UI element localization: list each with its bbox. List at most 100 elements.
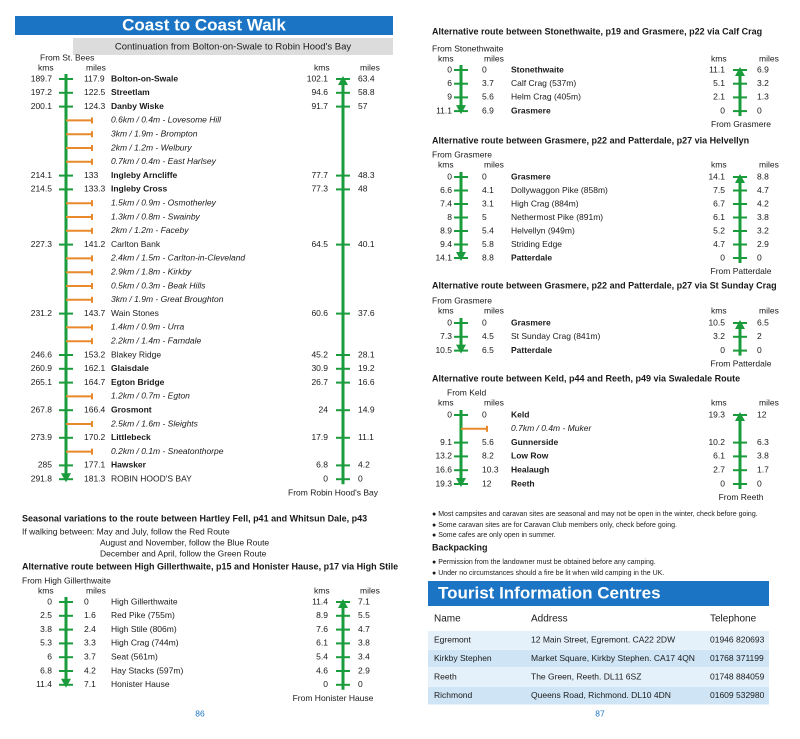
kms: 8.9: [440, 225, 452, 235]
col-head: miles: [360, 62, 380, 72]
place: Ingleby Cross: [111, 184, 167, 194]
detour: 1.3km / 0.8m - Swainby: [111, 211, 201, 221]
col-head: kms: [38, 62, 54, 72]
note-text: Permission from the landowner must be ob…: [438, 559, 656, 566]
miles-rev: 6.3: [757, 437, 769, 447]
miles-rev: 3.8: [757, 212, 769, 222]
miles-rev: 12: [757, 409, 767, 419]
col-head: kms: [314, 62, 330, 72]
kms: 214.5: [31, 184, 53, 194]
miles-rev: 3.2: [757, 78, 769, 88]
miles-rev: 6.5: [757, 317, 769, 327]
kms-rev: 17.9: [311, 432, 328, 442]
kms-rev: 19.3: [708, 409, 725, 419]
place: Honister Hause: [111, 679, 170, 689]
miles: 7.1: [84, 679, 96, 689]
kms-rev: 10.5: [708, 317, 725, 327]
col-head: miles: [759, 159, 779, 169]
route-title: Alternative route between Keld, p44 and …: [432, 373, 740, 383]
miles-rev: 0: [358, 473, 363, 483]
subtitle: Continuation from Bolton-on-Swale to Rob…: [115, 42, 352, 53]
col-head: kms: [314, 585, 330, 595]
miles: 4.5: [482, 331, 494, 341]
col-head: kms: [711, 305, 727, 315]
kms: 227.3: [31, 239, 53, 249]
detour: 2.2km / 1.4m - Farndale: [110, 335, 202, 345]
note-text: Most campsites and caravan sites are sea…: [438, 511, 758, 518]
col-head: miles: [759, 305, 779, 315]
place: Hawsker: [111, 460, 147, 470]
col-head: miles: [484, 53, 504, 63]
kms: 265.1: [31, 377, 53, 387]
miles-rev: 14.9: [358, 404, 375, 414]
col-head: miles: [484, 159, 504, 169]
kms-rev: 5.1: [713, 78, 725, 88]
kms: 16.6: [435, 464, 452, 474]
tic-col-head: Telephone: [710, 614, 757, 625]
kms: 0: [447, 64, 452, 74]
from-end: From Grasmere: [711, 119, 771, 129]
detour: 2km / 1.2m - Faceby: [110, 225, 189, 235]
place: St Sunday Crag (841m): [511, 331, 600, 341]
from-start: From Stonethwaite: [432, 43, 504, 53]
detour: 2.9km / 1.8m - Kirkby: [110, 266, 192, 276]
detour: 3km / 1.9m - Brompton: [111, 128, 198, 138]
miles: 0: [84, 596, 89, 606]
note: ● Under no circumstances should a fire b…: [432, 570, 664, 577]
miles: 181.3: [84, 473, 106, 483]
col-head: miles: [484, 397, 504, 407]
from-end: From Reeth: [719, 492, 764, 502]
tic-col-head: Address: [531, 614, 568, 625]
detour: 0.7km / 0.4m - Muker: [511, 423, 592, 433]
place: Helm Crag (405m): [511, 92, 581, 102]
place: Keld: [511, 409, 529, 419]
arrow: [61, 473, 71, 483]
arrow: [735, 174, 745, 183]
backpacking-title: Backpacking: [432, 542, 488, 552]
kms: 6: [47, 651, 52, 661]
arrow: [338, 599, 348, 608]
arrow: [456, 105, 466, 115]
kms-rev: 0: [323, 679, 328, 689]
place: Healaugh: [511, 464, 549, 474]
miles-rev: 4.2: [358, 460, 370, 470]
kms: 9.1: [440, 437, 452, 447]
miles-rev: 4.2: [757, 198, 769, 208]
col-head: kms: [438, 159, 454, 169]
kms: 0: [447, 317, 452, 327]
kms: 197.2: [31, 87, 53, 97]
route-title: Alternative route between Stonethwaite, …: [432, 26, 762, 36]
arrow: [735, 67, 745, 76]
kms-rev: 6.1: [713, 451, 725, 461]
kms-rev: 26.7: [311, 377, 328, 387]
place: Gunnerside: [511, 437, 559, 447]
place: ROBIN HOOD'S BAY: [111, 473, 192, 483]
kms: 2.5: [40, 610, 52, 620]
miles: 0: [482, 171, 487, 181]
kms: 273.9: [31, 432, 53, 442]
tic-cell: 12 Main Street, Egremont. CA22 2DW: [531, 634, 675, 644]
kms-rev: 60.6: [311, 308, 328, 318]
kms-rev: 45.2: [311, 349, 328, 359]
miles: 133.3: [84, 184, 106, 194]
kms: 11.1: [436, 105, 452, 115]
kms-rev: 6.1: [713, 212, 725, 222]
kms: 19.3: [435, 478, 452, 488]
miles-rev: 0: [757, 478, 762, 488]
from-end: From Honister Hause: [293, 693, 374, 703]
place: Danby Wiske: [111, 101, 164, 111]
place: Dollywaggon Pike (858m): [511, 185, 608, 195]
kms-rev: 10.2: [708, 437, 725, 447]
miles-rev: 0: [358, 679, 363, 689]
col-head: kms: [711, 397, 727, 407]
tic-cell: Egremont: [434, 634, 471, 644]
place: Littlebeck: [111, 432, 151, 442]
miles-rev: 6.9: [757, 64, 769, 74]
miles: 117.9: [84, 73, 105, 83]
route-title: Alternative route between Grasmere, p22 …: [432, 135, 749, 145]
kms: 260.9: [31, 363, 53, 373]
kms-rev: 0: [720, 478, 725, 488]
kms: 10.5: [435, 345, 452, 355]
miles-rev: 2.9: [358, 665, 370, 675]
